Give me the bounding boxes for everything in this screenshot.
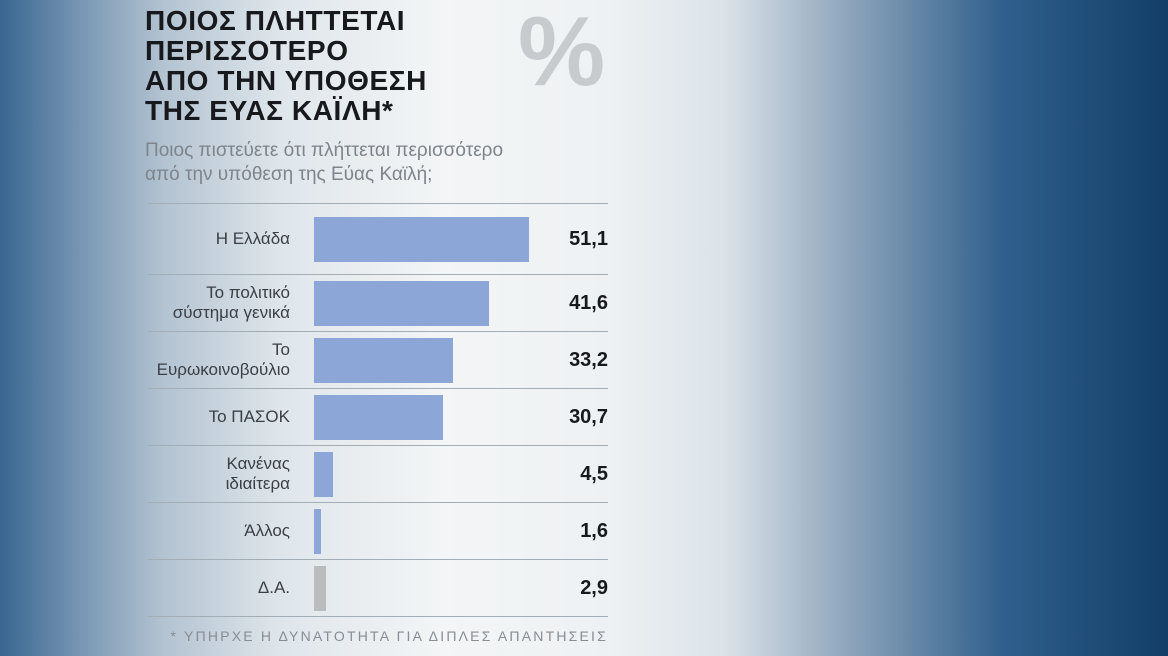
row-label: Η Ελλάδα (215, 229, 290, 248)
row-bar-area (290, 216, 548, 262)
row-label: Κανένας ιδιαίτερα (225, 454, 290, 493)
row-value: 2,9 (580, 576, 608, 599)
row-label: Το Ευρωκοινοβούλιο (156, 340, 290, 379)
row-bar-area (290, 394, 548, 440)
bar (314, 280, 489, 326)
row-bar-area (290, 508, 548, 554)
row-value: 33,2 (569, 348, 608, 371)
bar (314, 394, 443, 440)
chart-row: Άλλος 1,6 (148, 503, 608, 560)
row-value: 30,7 (569, 405, 608, 428)
bar-chart: Η Ελλάδα 51,1 Το πολιτικό σύστημα γενικά… (148, 203, 608, 644)
row-value: 4,5 (580, 462, 608, 485)
row-label: Το ΠΑΣΟΚ (208, 407, 290, 426)
chart-header: ΠΟΙΟΣ ΠΛΗΤΤΕΤΑΙ ΠΕΡΙΣΣΟΤΕΡΟ ΑΠΟ ΤΗΝ ΥΠΟΘ… (145, 6, 615, 187)
row-value: 51,1 (569, 227, 608, 250)
bar (314, 508, 321, 554)
chart-rows: Η Ελλάδα 51,1 Το πολιτικό σύστημα γενικά… (148, 203, 608, 617)
chart-row: Δ.Α. 2,9 (148, 560, 608, 617)
chart-subtitle: Ποιος πιστεύετε ότι πλήττεται περισσότερ… (145, 140, 504, 185)
chart-footnote: * ΥΠΗΡΧΕ Η ΔΥΝΑΤΟΤΗΤΑ ΓΙΑ ΔΙΠΛΕΣ ΑΠΑΝΤΗΣ… (170, 628, 608, 644)
row-label: Το πολιτικό σύστημα γενικά (172, 283, 290, 322)
row-bar-area (290, 565, 548, 611)
row-value: 1,6 (580, 519, 608, 542)
chart-row: Το ΠΑΣΟΚ 30,7 (148, 389, 608, 446)
bar (314, 451, 333, 497)
chart-row: Κανένας ιδιαίτερα 4,5 (148, 446, 608, 503)
row-bar-area (290, 451, 548, 497)
row-bar-area (290, 337, 548, 383)
row-label: Δ.Α. (257, 578, 290, 597)
chart-row: Η Ελλάδα 51,1 (148, 204, 608, 275)
chart-row: Το Ευρωκοινοβούλιο 33,2 (148, 332, 608, 389)
row-label: Άλλος (244, 521, 290, 540)
chart-row: Το πολιτικό σύστημα γενικά 41,6 (148, 275, 608, 332)
bar (314, 337, 454, 383)
bar (314, 565, 327, 611)
row-value: 41,6 (569, 291, 608, 314)
bar (314, 216, 529, 262)
percent-watermark-icon: % (518, 0, 606, 106)
page-title: ΠΟΙΟΣ ΠΛΗΤΤΕΤΑΙ ΠΕΡΙΣΣΟΤΕΡΟ ΑΠΟ ΤΗΝ ΥΠΟΘ… (145, 5, 427, 126)
row-bar-area (290, 280, 548, 326)
